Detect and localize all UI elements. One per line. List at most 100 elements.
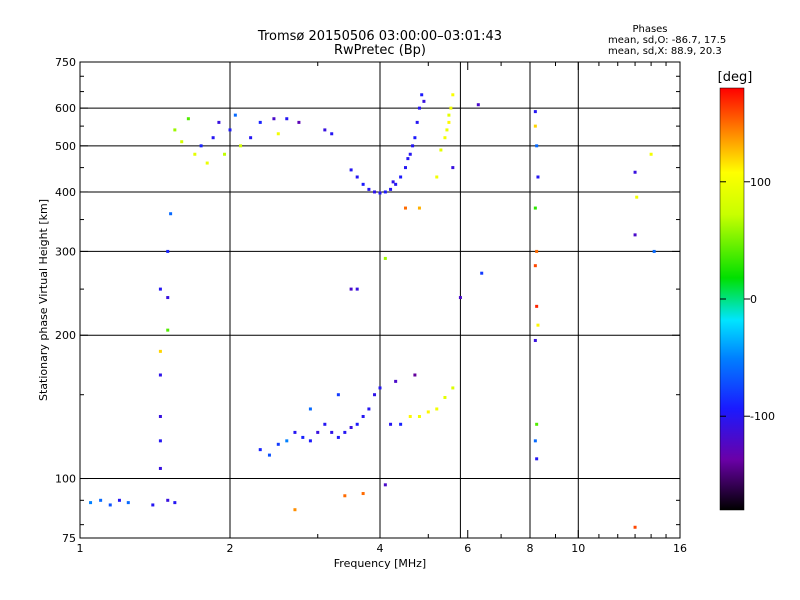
echo-point [480, 271, 484, 275]
echo-point [415, 120, 419, 124]
echo-point [408, 414, 412, 418]
echo-point [535, 249, 539, 253]
colorbar-tick-label: -100 [750, 410, 775, 423]
echo-point [533, 124, 537, 128]
echo-point [633, 233, 637, 237]
echo-point [408, 152, 412, 156]
echo-point [417, 106, 421, 110]
y-tick-label: 600 [55, 102, 76, 115]
echo-point [394, 182, 398, 186]
echo-point [166, 328, 170, 332]
echo-point [373, 190, 377, 194]
echo-point [249, 136, 253, 140]
echo-point [533, 439, 537, 443]
echo-point [649, 152, 653, 156]
echo-point [451, 386, 455, 390]
grid-lines [80, 62, 680, 538]
echo-point [449, 106, 453, 110]
echo-point [158, 414, 162, 418]
echo-point [383, 190, 387, 194]
echo-point [536, 175, 540, 179]
x-tick-label: 8 [527, 542, 534, 555]
echo-point [186, 117, 190, 121]
echo-point [633, 525, 637, 529]
echo-point [367, 407, 371, 411]
echo-point [308, 407, 312, 411]
echo-point [417, 206, 421, 210]
echo-point [301, 435, 305, 439]
echo-point [285, 117, 289, 121]
echo-point [447, 120, 451, 124]
echo-point [276, 442, 280, 446]
echo-point [349, 287, 353, 291]
echo-point [435, 407, 439, 411]
colorbar-ticks: 100 0 -100 [720, 176, 775, 423]
echo-point [443, 395, 447, 399]
echo-point [316, 430, 320, 434]
echo-point [422, 99, 426, 103]
y-tick-label: 75 [62, 532, 76, 545]
echo-point [367, 187, 371, 191]
colorbar-tick-label: 100 [750, 176, 771, 189]
echo-point [228, 128, 232, 132]
echo-point [293, 508, 297, 512]
echo-point [383, 483, 387, 487]
echo-point [426, 410, 430, 414]
echo-point [389, 187, 393, 191]
echo-point [355, 175, 359, 179]
echo-point [447, 113, 451, 117]
echo-point [126, 501, 130, 505]
echo-point [211, 136, 215, 140]
echo-point [343, 494, 347, 498]
echo-point [355, 287, 359, 291]
echo-point [223, 152, 227, 156]
echo-point [533, 206, 537, 210]
x-axis-label: Frequency [MHz] [334, 557, 426, 570]
echo-point [476, 103, 480, 107]
axis-ticks: 1 2 4 6 8 10 16 75 100 200 300 400 500 600 750 [55, 56, 687, 555]
y-tick-label: 300 [55, 245, 76, 258]
echo-point [349, 425, 353, 429]
x-tick-label: 1 [77, 542, 84, 555]
echo-point [635, 195, 639, 199]
phases-o-line: mean, sd,O: -86.7, 17.5 [608, 35, 726, 46]
echo-point [373, 393, 377, 397]
echo-point [323, 422, 327, 426]
echo-point [285, 439, 289, 443]
echo-point [535, 144, 539, 148]
echo-point [173, 128, 177, 132]
echo-point [323, 128, 327, 132]
x-tick-label: 4 [377, 542, 384, 555]
echo-point [451, 166, 455, 170]
y-tick-label: 400 [55, 186, 76, 199]
echo-point [108, 503, 112, 507]
echo-point [535, 422, 539, 426]
echo-point [193, 152, 197, 156]
y-axis-label: Stationary phase Virtual Height [km] [37, 199, 50, 401]
echo-point [169, 212, 173, 216]
echo-point [158, 373, 162, 377]
echo-point [258, 448, 262, 452]
echo-point [158, 466, 162, 470]
x-tick-label: 2 [227, 542, 234, 555]
echo-point [99, 498, 103, 502]
echo-point [297, 120, 301, 124]
echo-point [399, 175, 403, 179]
echo-point [439, 148, 443, 152]
echo-point [399, 422, 403, 426]
echo-point [151, 503, 155, 507]
y-tick-label: 200 [55, 329, 76, 342]
echo-point [166, 498, 170, 502]
echo-point [158, 287, 162, 291]
chart-title: Tromsø 20150506 03:00:00–03:01:43 [257, 29, 502, 44]
colorbar-label: [deg] [718, 70, 753, 85]
echo-point [158, 439, 162, 443]
chart-subtitle: RwPretec (Bp) [334, 43, 426, 58]
echo-point [633, 170, 637, 174]
echo-point [535, 457, 539, 461]
echo-point [378, 386, 382, 390]
echo-point [233, 113, 237, 117]
echo-point [349, 168, 353, 172]
echo-point [533, 110, 537, 114]
